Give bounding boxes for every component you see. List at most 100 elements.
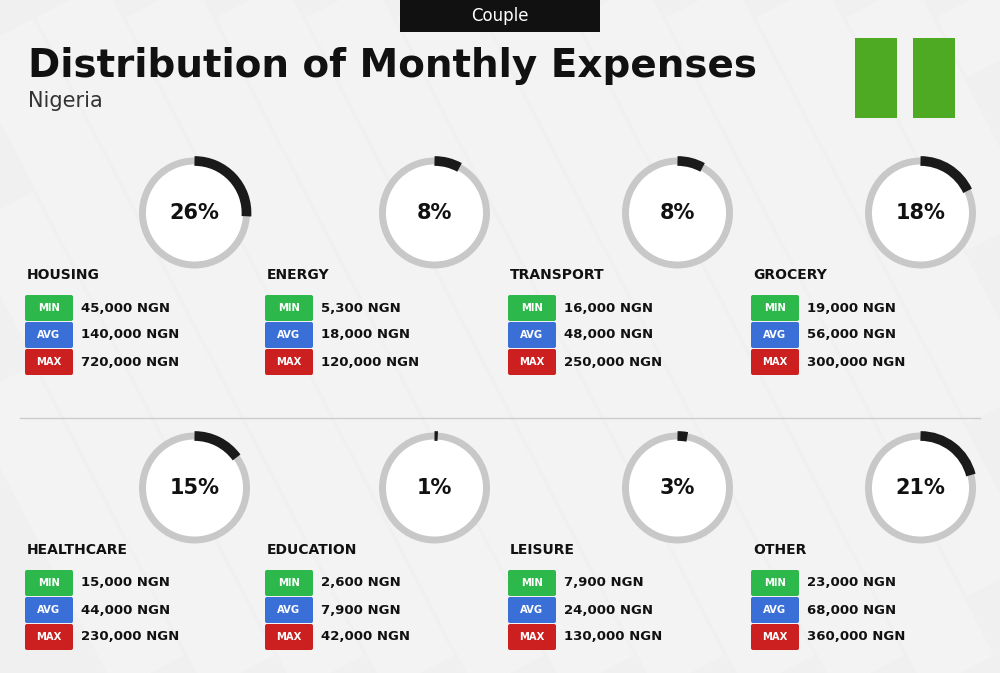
Text: 48,000 NGN: 48,000 NGN [564, 328, 653, 341]
FancyBboxPatch shape [751, 597, 799, 623]
FancyBboxPatch shape [751, 322, 799, 348]
FancyBboxPatch shape [265, 349, 313, 375]
Text: TRANSPORT: TRANSPORT [510, 268, 605, 282]
Text: Nigeria: Nigeria [28, 91, 103, 111]
FancyBboxPatch shape [508, 597, 556, 623]
Text: 16,000 NGN: 16,000 NGN [564, 302, 653, 314]
Text: 1%: 1% [417, 478, 452, 498]
Text: AVG: AVG [763, 605, 787, 615]
Text: MIN: MIN [38, 303, 60, 313]
Text: 140,000 NGN: 140,000 NGN [81, 328, 179, 341]
Text: 68,000 NGN: 68,000 NGN [807, 604, 896, 616]
Text: 26%: 26% [170, 203, 219, 223]
Circle shape [626, 161, 730, 265]
Text: ENERGY: ENERGY [267, 268, 330, 282]
Circle shape [143, 161, 246, 265]
FancyBboxPatch shape [751, 295, 799, 321]
Text: MIN: MIN [38, 578, 60, 588]
Text: MAX: MAX [276, 632, 302, 642]
Text: 23,000 NGN: 23,000 NGN [807, 577, 896, 590]
Text: Distribution of Monthly Expenses: Distribution of Monthly Expenses [28, 47, 757, 85]
Text: 3%: 3% [660, 478, 695, 498]
Text: MAX: MAX [519, 632, 545, 642]
Text: 56,000 NGN: 56,000 NGN [807, 328, 896, 341]
Text: AVG: AVG [37, 330, 61, 340]
Text: MIN: MIN [764, 578, 786, 588]
Text: 230,000 NGN: 230,000 NGN [81, 631, 179, 643]
Text: MIN: MIN [764, 303, 786, 313]
Text: 15,000 NGN: 15,000 NGN [81, 577, 170, 590]
Text: AVG: AVG [277, 605, 301, 615]
FancyBboxPatch shape [25, 349, 73, 375]
Text: OTHER: OTHER [753, 543, 806, 557]
Text: MAX: MAX [36, 357, 62, 367]
Text: MIN: MIN [521, 578, 543, 588]
FancyBboxPatch shape [265, 295, 313, 321]
Text: MAX: MAX [762, 357, 788, 367]
Text: MIN: MIN [278, 303, 300, 313]
Text: MIN: MIN [521, 303, 543, 313]
Text: AVG: AVG [37, 605, 61, 615]
Text: 8%: 8% [660, 203, 695, 223]
Text: AVG: AVG [520, 330, 544, 340]
Text: Couple: Couple [471, 7, 529, 25]
Text: GROCERY: GROCERY [753, 268, 827, 282]
Text: 7,900 NGN: 7,900 NGN [564, 577, 644, 590]
Text: 18,000 NGN: 18,000 NGN [321, 328, 410, 341]
Text: 21%: 21% [896, 478, 945, 498]
Text: 360,000 NGN: 360,000 NGN [807, 631, 905, 643]
Text: LEISURE: LEISURE [510, 543, 575, 557]
Text: EDUCATION: EDUCATION [267, 543, 357, 557]
FancyBboxPatch shape [265, 624, 313, 650]
Text: AVG: AVG [277, 330, 301, 340]
Text: 2,600 NGN: 2,600 NGN [321, 577, 401, 590]
Text: 5,300 NGN: 5,300 NGN [321, 302, 401, 314]
Text: 720,000 NGN: 720,000 NGN [81, 355, 179, 369]
Text: 15%: 15% [170, 478, 220, 498]
FancyBboxPatch shape [751, 349, 799, 375]
Circle shape [382, 436, 486, 540]
Text: HEALTHCARE: HEALTHCARE [27, 543, 128, 557]
FancyBboxPatch shape [25, 570, 73, 596]
FancyBboxPatch shape [508, 624, 556, 650]
Text: 45,000 NGN: 45,000 NGN [81, 302, 170, 314]
Text: AVG: AVG [763, 330, 787, 340]
Text: 19,000 NGN: 19,000 NGN [807, 302, 896, 314]
Text: 7,900 NGN: 7,900 NGN [321, 604, 401, 616]
FancyBboxPatch shape [265, 597, 313, 623]
Text: MAX: MAX [762, 632, 788, 642]
Text: 42,000 NGN: 42,000 NGN [321, 631, 410, 643]
Text: 24,000 NGN: 24,000 NGN [564, 604, 653, 616]
Text: MAX: MAX [36, 632, 62, 642]
FancyBboxPatch shape [25, 624, 73, 650]
Text: 18%: 18% [896, 203, 945, 223]
FancyBboxPatch shape [25, 322, 73, 348]
Circle shape [143, 436, 246, 540]
Circle shape [868, 161, 972, 265]
FancyBboxPatch shape [508, 295, 556, 321]
Text: 120,000 NGN: 120,000 NGN [321, 355, 419, 369]
FancyBboxPatch shape [508, 349, 556, 375]
FancyBboxPatch shape [25, 295, 73, 321]
Text: MAX: MAX [276, 357, 302, 367]
FancyBboxPatch shape [508, 570, 556, 596]
Circle shape [868, 436, 972, 540]
Text: AVG: AVG [520, 605, 544, 615]
FancyBboxPatch shape [508, 322, 556, 348]
Text: 8%: 8% [417, 203, 452, 223]
Text: 300,000 NGN: 300,000 NGN [807, 355, 905, 369]
FancyBboxPatch shape [265, 322, 313, 348]
FancyBboxPatch shape [265, 570, 313, 596]
FancyBboxPatch shape [855, 38, 897, 118]
Circle shape [382, 161, 486, 265]
Text: HOUSING: HOUSING [27, 268, 100, 282]
Text: 130,000 NGN: 130,000 NGN [564, 631, 662, 643]
Circle shape [626, 436, 730, 540]
FancyBboxPatch shape [913, 38, 955, 118]
Text: 44,000 NGN: 44,000 NGN [81, 604, 170, 616]
Text: MIN: MIN [278, 578, 300, 588]
FancyBboxPatch shape [751, 570, 799, 596]
Text: MAX: MAX [519, 357, 545, 367]
FancyBboxPatch shape [25, 597, 73, 623]
Text: 250,000 NGN: 250,000 NGN [564, 355, 662, 369]
